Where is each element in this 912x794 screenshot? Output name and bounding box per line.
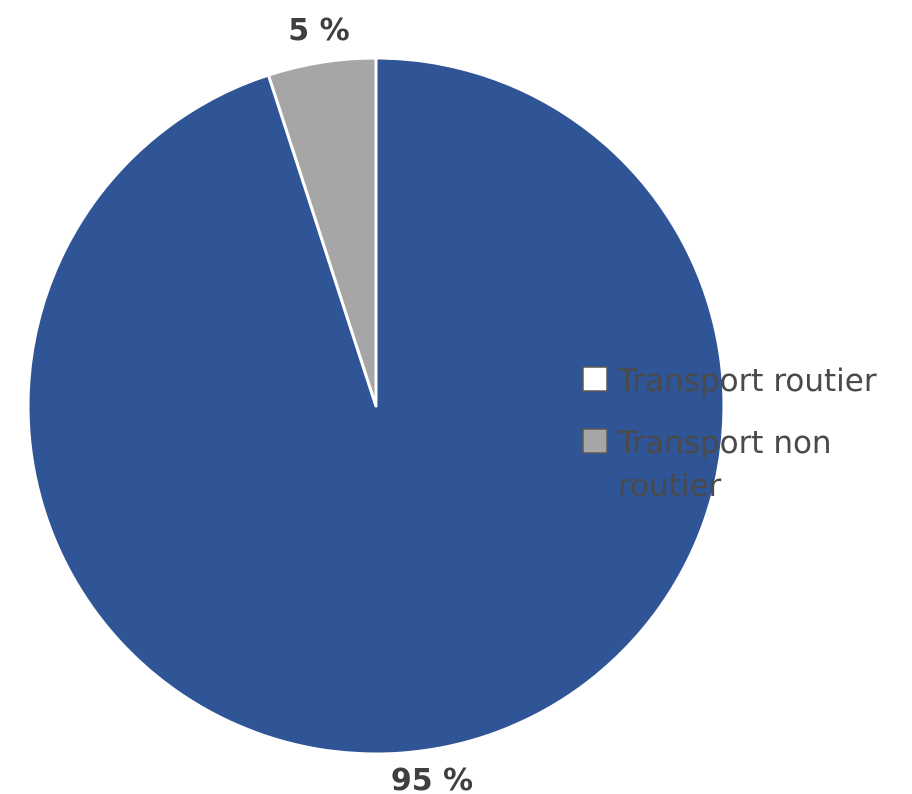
legend-swatch-1 — [582, 366, 608, 392]
legend-label-2-line-1: Transport non — [617, 425, 832, 461]
pie-slice-1 — [26, 56, 726, 756]
pie-slices — [26, 56, 726, 756]
legend-label-1-line-1: Transport routier — [617, 363, 877, 399]
data-label-1: 95 % — [391, 763, 473, 794]
data-labels: 95 % 5 % — [288, 13, 473, 794]
legend: Transport routier Transport non routier — [582, 363, 877, 504]
data-label-2: 5 % — [288, 13, 349, 48]
legend-swatch-2 — [582, 428, 608, 454]
legend-label-2-line-2: routier — [618, 468, 722, 504]
pie-slice-2 — [266, 56, 378, 408]
